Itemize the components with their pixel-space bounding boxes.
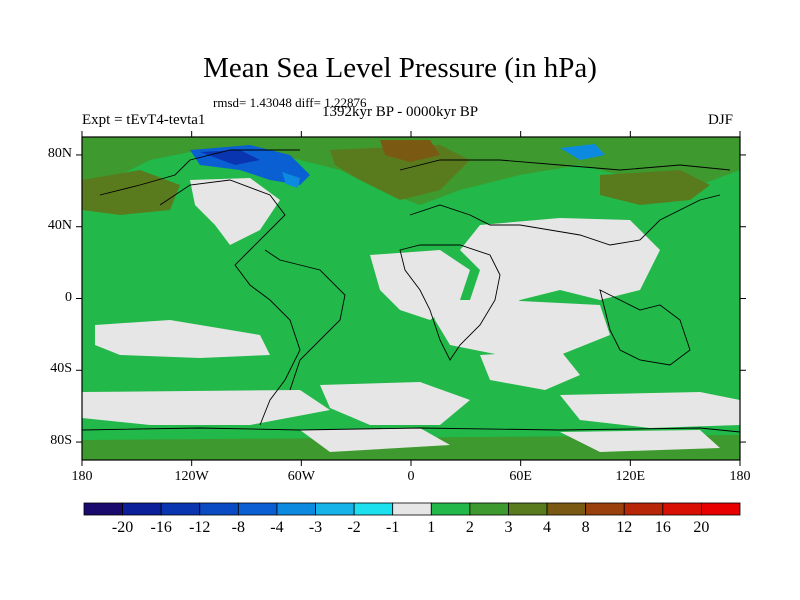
colorbar-swatch <box>199 502 239 516</box>
anomaly-region <box>82 390 330 425</box>
period-label: 1392kyr BP - 0000kyr BP <box>322 104 479 120</box>
anomaly-region <box>300 428 450 452</box>
lon-tick-label: 120W <box>174 469 209 484</box>
coastline <box>399 159 731 171</box>
colorbar-swatch <box>392 502 432 516</box>
colorbar-swatch <box>353 502 394 516</box>
rmsd-diff-stats: rmsd= 1.43048 diff= 1.22876 <box>213 95 367 110</box>
colorbar-swatch <box>430 502 471 516</box>
season-label: DJF <box>708 112 734 128</box>
coastlines <box>81 149 741 433</box>
colorbar-label: 1 <box>427 519 436 536</box>
anomaly-region <box>560 430 720 452</box>
coastline <box>81 427 741 433</box>
colorbar-swatch <box>122 502 162 516</box>
colorbar-label: 8 <box>581 519 590 536</box>
colorbar-swatch <box>508 502 548 516</box>
colorbar-label: -3 <box>308 519 323 536</box>
lon-tick-label: 180 <box>729 469 751 484</box>
colorbar-label: 4 <box>543 519 552 536</box>
anomaly-regions <box>82 137 740 460</box>
colorbar-label: -8 <box>231 519 246 536</box>
colorbar-label: 20 <box>693 519 710 536</box>
anomaly-region <box>600 170 710 205</box>
colorbar-swatch <box>83 502 123 516</box>
page-title: Mean Sea Level Pressure (in hPa) <box>203 52 597 84</box>
colorbar-swatch <box>276 502 316 516</box>
colorbar-swatch <box>237 502 278 516</box>
coastline <box>409 194 721 246</box>
anomaly-region <box>190 178 280 245</box>
colorbar-swatch <box>546 502 587 516</box>
lat-tick-label: 40S <box>50 361 72 377</box>
coastline <box>399 244 501 361</box>
axis-ticks <box>76 131 746 466</box>
lon-tick-label: 180 <box>71 469 93 484</box>
colorbar-swatch <box>160 502 201 516</box>
colorbar-label: -1 <box>386 519 400 536</box>
anomaly-region <box>320 382 470 425</box>
lon-tick-label: 60W <box>287 469 315 484</box>
lat-tick-label: 80N <box>47 145 72 161</box>
anomaly-region <box>380 140 440 162</box>
colorbar-label: -20 <box>111 519 134 536</box>
anomaly-region <box>560 144 605 160</box>
lat-tick-label: 40N <box>47 217 72 233</box>
anomaly-region <box>82 435 740 460</box>
colorbar-label: -12 <box>189 519 211 536</box>
colorbar-swatch <box>469 502 509 516</box>
coastline <box>264 249 346 391</box>
colorbar-swatch <box>585 502 625 516</box>
anomaly-region <box>480 350 580 390</box>
lat-tick-label: 0 <box>65 289 72 305</box>
anomaly-region <box>82 170 180 215</box>
colorbar-swatch <box>701 502 741 516</box>
colorbar-swatch <box>623 502 664 516</box>
anomaly-region <box>560 392 740 428</box>
lon-tick-label: 60E <box>509 469 532 484</box>
colorbar-swatch <box>315 502 355 516</box>
colorbar-label: 2 <box>465 519 474 536</box>
lon-tick-label: 0 <box>407 469 415 484</box>
colorbar-label: 3 <box>504 519 513 536</box>
colorbar-label: -2 <box>347 519 361 536</box>
anomaly-region <box>430 300 610 355</box>
lat-tick-label: 80S <box>50 433 72 449</box>
coastline <box>99 149 300 196</box>
colorbar-label: -4 <box>270 519 284 536</box>
experiment-label: Expt = tEvT4-tevta1 <box>82 112 206 128</box>
colorbar-label: 16 <box>654 519 671 536</box>
lon-tick-label: 120E <box>615 469 646 484</box>
colorbar-label: 12 <box>616 519 633 536</box>
anomaly-region <box>282 172 300 188</box>
colorbar-label: -16 <box>150 519 172 536</box>
colorbar <box>83 502 741 516</box>
anomaly-region <box>95 320 270 358</box>
coastline <box>599 289 691 366</box>
coastline <box>159 179 301 426</box>
colorbar-swatch <box>662 502 702 516</box>
anomaly-region <box>330 145 470 200</box>
